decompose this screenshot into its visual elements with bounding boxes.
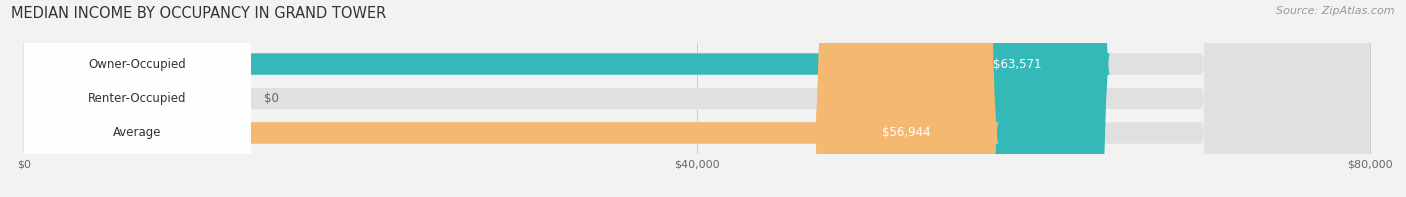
Text: Renter-Occupied: Renter-Occupied <box>89 92 187 105</box>
Text: Average: Average <box>112 126 162 139</box>
Text: Source: ZipAtlas.com: Source: ZipAtlas.com <box>1277 6 1395 16</box>
FancyBboxPatch shape <box>925 0 1109 197</box>
FancyBboxPatch shape <box>24 0 250 197</box>
FancyBboxPatch shape <box>24 0 981 197</box>
Text: MEDIAN INCOME BY OCCUPANCY IN GRAND TOWER: MEDIAN INCOME BY OCCUPANCY IN GRAND TOWE… <box>11 6 387 21</box>
FancyBboxPatch shape <box>814 0 998 197</box>
FancyBboxPatch shape <box>24 0 250 197</box>
FancyBboxPatch shape <box>24 0 1369 197</box>
Text: Owner-Occupied: Owner-Occupied <box>89 58 186 71</box>
Text: $0: $0 <box>264 92 280 105</box>
Text: $56,944: $56,944 <box>882 126 931 139</box>
FancyBboxPatch shape <box>24 0 1094 197</box>
FancyBboxPatch shape <box>24 0 250 197</box>
Text: $63,571: $63,571 <box>993 58 1042 71</box>
FancyBboxPatch shape <box>24 0 1369 197</box>
FancyBboxPatch shape <box>24 0 1369 197</box>
